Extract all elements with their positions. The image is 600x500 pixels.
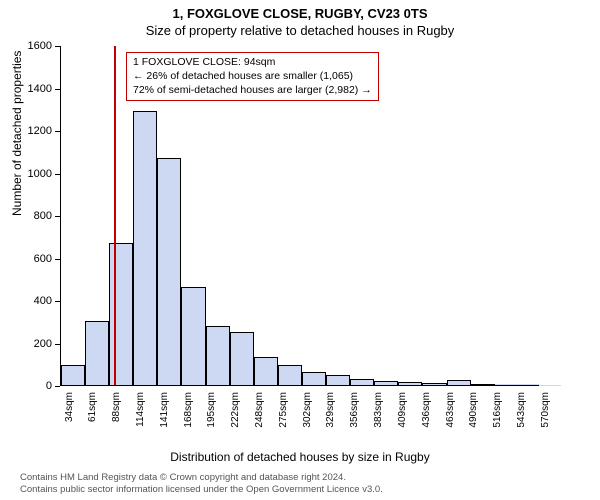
footer-line1: Contains HM Land Registry data © Crown c… (20, 472, 383, 484)
histogram-bar (447, 380, 471, 385)
histogram-bar (181, 287, 205, 385)
histogram-bar (302, 372, 326, 385)
y-tick-label: 1200 (12, 125, 52, 137)
plot-frame: 1 FOXGLOVE CLOSE: 94sqm ← 26% of detache… (60, 46, 560, 386)
y-tick-mark (55, 174, 60, 175)
x-tick-label: 409sqm (397, 392, 408, 428)
x-tick-label: 383sqm (373, 392, 384, 428)
histogram-bar (517, 384, 539, 385)
histogram-bar (206, 326, 230, 386)
y-tick-mark (55, 301, 60, 302)
chart-container: 1, FOXGLOVE CLOSE, RUGBY, CV23 0TS Size … (0, 0, 600, 500)
x-tick-label: 61sqm (87, 392, 98, 422)
y-tick-label: 800 (12, 210, 52, 222)
x-tick-label: 195sqm (206, 392, 217, 428)
x-tick-label: 114sqm (135, 392, 146, 427)
x-tick-label: 275sqm (278, 392, 289, 428)
y-tick-label: 1000 (12, 168, 52, 180)
chart-subtitle: Size of property relative to detached ho… (0, 21, 600, 38)
x-tick-label: 88sqm (111, 392, 122, 422)
x-tick-label: 329sqm (325, 392, 336, 428)
x-axis-label: Distribution of detached houses by size … (0, 450, 600, 464)
annotation-line1: 1 FOXGLOVE CLOSE: 94sqm (133, 55, 372, 69)
y-tick-mark (55, 131, 60, 132)
histogram-bar (495, 384, 517, 385)
x-tick-label: 490sqm (468, 392, 479, 428)
x-tick-label: 570sqm (540, 392, 551, 428)
histogram-bar (61, 365, 85, 385)
histogram-bar (471, 384, 495, 385)
histogram-bar (157, 158, 181, 385)
histogram-bar (374, 381, 398, 385)
marker-line (114, 46, 116, 385)
annotation-box: 1 FOXGLOVE CLOSE: 94sqm ← 26% of detache… (126, 52, 379, 101)
y-tick-mark (55, 216, 60, 217)
histogram-bar (230, 332, 254, 385)
x-tick-label: 356sqm (349, 392, 360, 428)
footer-text: Contains HM Land Registry data © Crown c… (20, 472, 383, 496)
y-tick-mark (55, 344, 60, 345)
y-tick-mark (55, 46, 60, 47)
y-tick-label: 1600 (12, 40, 52, 52)
x-tick-label: 141sqm (159, 392, 170, 428)
y-tick-label: 1400 (12, 83, 52, 95)
histogram-bar (398, 382, 422, 385)
x-tick-label: 463sqm (445, 392, 456, 428)
histogram-bar (109, 243, 133, 385)
y-tick-mark (55, 259, 60, 260)
histogram-bar (133, 111, 157, 385)
histogram-bar (350, 379, 374, 385)
chart-title: 1, FOXGLOVE CLOSE, RUGBY, CV23 0TS (0, 0, 600, 21)
footer-line2: Contains public sector information licen… (20, 484, 383, 496)
x-tick-label: 302sqm (302, 392, 313, 428)
annotation-line2: ← 26% of detached houses are smaller (1,… (133, 69, 372, 83)
histogram-bar (278, 365, 302, 385)
annotation-line3: 72% of semi-detached houses are larger (… (133, 83, 372, 97)
y-tick-label: 600 (12, 253, 52, 265)
y-tick-mark (55, 386, 60, 387)
plot-area: 1 FOXGLOVE CLOSE: 94sqm ← 26% of detache… (60, 46, 560, 386)
y-tick-label: 400 (12, 295, 52, 307)
x-tick-label: 543sqm (516, 392, 527, 428)
y-tick-mark (55, 89, 60, 90)
histogram-bar (85, 321, 109, 385)
x-tick-label: 248sqm (254, 392, 265, 428)
x-tick-label: 516sqm (492, 392, 503, 428)
x-tick-label: 34sqm (64, 392, 75, 422)
x-tick-label: 168sqm (183, 392, 194, 428)
y-tick-label: 0 (12, 380, 52, 392)
histogram-bar (254, 357, 278, 385)
x-tick-label: 222sqm (230, 392, 241, 428)
histogram-bar (326, 375, 350, 385)
y-tick-label: 200 (12, 338, 52, 350)
histogram-bar (422, 383, 446, 385)
x-tick-label: 436sqm (421, 392, 432, 428)
